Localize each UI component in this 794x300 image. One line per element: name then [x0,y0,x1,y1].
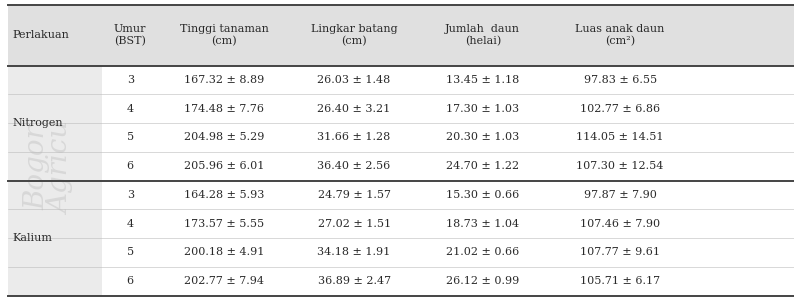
Text: 205.96 ± 6.01: 205.96 ± 6.01 [184,161,264,171]
Text: 204.98 ± 5.29: 204.98 ± 5.29 [184,133,264,142]
Text: 24.70 ± 1.22: 24.70 ± 1.22 [446,161,519,171]
Text: 26.40 ± 3.21: 26.40 ± 3.21 [318,104,391,114]
Text: 4: 4 [127,104,133,114]
Text: Lingkar batang
(cm): Lingkar batang (cm) [310,24,398,46]
Text: 34.18 ± 1.91: 34.18 ± 1.91 [318,248,391,257]
Text: 17.30 ± 1.03: 17.30 ± 1.03 [446,104,519,114]
Text: 20.30 ± 1.03: 20.30 ± 1.03 [446,133,519,142]
Text: 26.12 ± 0.99: 26.12 ± 0.99 [446,276,519,286]
Text: 4: 4 [127,219,133,229]
Text: 6: 6 [127,276,133,286]
Text: 107.30 ± 12.54: 107.30 ± 12.54 [576,161,664,171]
Text: 36.40 ± 2.56: 36.40 ± 2.56 [318,161,391,171]
Text: 3: 3 [127,75,133,85]
Text: 174.48 ± 7.76: 174.48 ± 7.76 [184,104,264,114]
Text: Luas anak daun
(cm²): Luas anak daun (cm²) [576,24,665,46]
Text: Umur
(BST): Umur (BST) [114,24,146,46]
Text: Kalium: Kalium [13,233,52,243]
Bar [8,4,794,66]
Text: 105.71 ± 6.17: 105.71 ± 6.17 [580,276,660,286]
Text: 114.05 ± 14.51: 114.05 ± 14.51 [576,133,664,142]
Text: 6: 6 [127,161,133,171]
Text: Jumlah  daun
(helai): Jumlah daun (helai) [445,24,520,46]
Text: 202.77 ± 7.94: 202.77 ± 7.94 [184,276,264,286]
Text: 167.32 ± 8.89: 167.32 ± 8.89 [184,75,264,85]
Text: 24.79 ± 1.57: 24.79 ± 1.57 [318,190,391,200]
Text: 27.02 ± 1.51: 27.02 ± 1.51 [318,219,391,229]
Text: Nitrogen: Nitrogen [13,118,64,128]
Text: 173.57 ± 5.55: 173.57 ± 5.55 [184,219,264,229]
Text: 5: 5 [127,248,133,257]
Text: 36.89 ± 2.47: 36.89 ± 2.47 [318,276,391,286]
Text: Perlakuan: Perlakuan [13,30,70,40]
Text: 15.30 ± 0.66: 15.30 ± 0.66 [446,190,519,200]
Text: 97.87 ± 7.90: 97.87 ± 7.90 [584,190,657,200]
Text: 21.02 ± 0.66: 21.02 ± 0.66 [446,248,519,257]
Text: 26.03 ± 1.48: 26.03 ± 1.48 [318,75,391,85]
Text: Bogor
Agricu: Bogor Agricu [23,122,75,214]
Bar [8,66,102,296]
Text: 164.28 ± 5.93: 164.28 ± 5.93 [184,190,264,200]
Text: 13.45 ± 1.18: 13.45 ± 1.18 [446,75,519,85]
Text: 107.77 ± 9.61: 107.77 ± 9.61 [580,248,660,257]
Text: Tinggi tanaman
(cm): Tinggi tanaman (cm) [180,24,268,46]
Text: 107.46 ± 7.90: 107.46 ± 7.90 [580,219,660,229]
Text: 5: 5 [127,133,133,142]
Text: 97.83 ± 6.55: 97.83 ± 6.55 [584,75,657,85]
Text: 102.77 ± 6.86: 102.77 ± 6.86 [580,104,660,114]
Text: 3: 3 [127,190,133,200]
Text: 31.66 ± 1.28: 31.66 ± 1.28 [318,133,391,142]
Text: 200.18 ± 4.91: 200.18 ± 4.91 [184,248,264,257]
Text: 18.73 ± 1.04: 18.73 ± 1.04 [446,219,519,229]
